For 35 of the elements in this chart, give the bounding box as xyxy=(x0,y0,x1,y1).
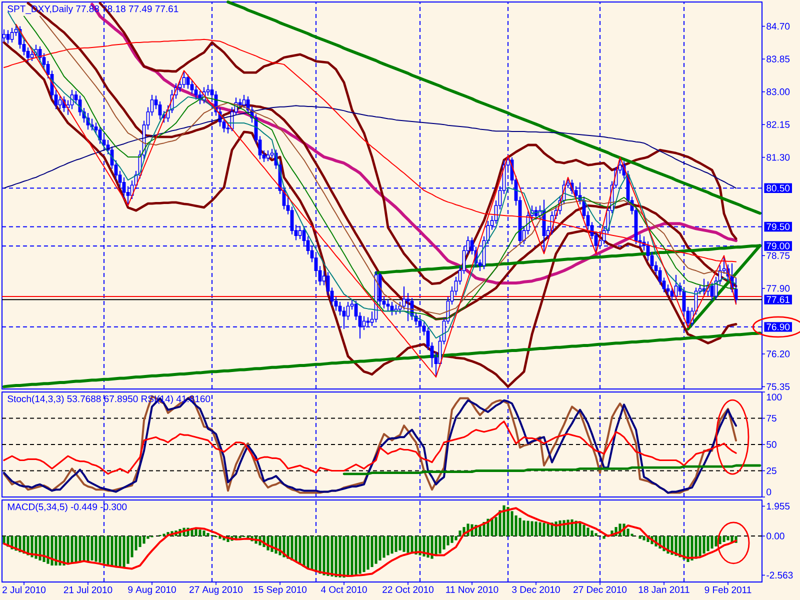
y-tick-label: 0.00 xyxy=(766,532,784,540)
x-tick-label: 2 Jul 2010 xyxy=(2,586,46,594)
ref-line-label: 79.00 xyxy=(766,242,790,250)
y-tick-label: 83.00 xyxy=(766,88,790,96)
x-tick-label: 21 Jul 2010 xyxy=(64,586,112,594)
y-tick-label: 82.15 xyxy=(766,121,790,128)
y-tick-label: 75.35 xyxy=(766,383,790,390)
y-tick-label: 100 xyxy=(766,394,782,400)
y-tick-label: 81.30 xyxy=(766,154,790,161)
y-tick-label: 1.955 xyxy=(766,502,790,510)
x-tick-label: 27 Aug 2010 xyxy=(190,586,243,595)
chart-title: MACD(5,34,5) -0.449 -0.300 xyxy=(8,503,127,512)
ref-line-label: 80.50 xyxy=(766,184,790,192)
x-tick-label: 15 Sep 2010 xyxy=(254,586,307,595)
y-tick-label: 78.75 xyxy=(766,252,790,259)
ref-line-label: 77.61 xyxy=(766,296,790,303)
x-tick-label: 9 Feb 2011 xyxy=(704,586,752,594)
x-tick-label: 9 Aug 2010 xyxy=(128,586,176,595)
x-tick-label: 27 Dec 2010 xyxy=(574,586,627,593)
y-tick-label: 0 xyxy=(766,488,772,496)
x-tick-label: 4 Oct 2010 xyxy=(320,586,367,593)
y-tick-label: 75 xyxy=(766,414,776,422)
y-tick-label: 83.85 xyxy=(766,56,790,62)
x-tick-label: 3 Dec 2010 xyxy=(512,586,560,593)
y-tick-label: 77.90 xyxy=(766,285,790,292)
y-tick-label: -2.563 xyxy=(766,572,793,579)
x-tick-label: 22 Oct 2010 xyxy=(382,586,434,593)
ref-line-label: 79.50 xyxy=(766,223,790,230)
x-tick-label: 18 Jan 2011 xyxy=(638,586,690,593)
y-tick-label: 25 xyxy=(766,467,776,474)
x-tick-label: 11 Nov 2010 xyxy=(446,586,498,593)
ref-line-label: 76.90 xyxy=(766,324,790,330)
y-tick-label: 76.20 xyxy=(766,350,790,358)
y-tick-label: 84.70 xyxy=(766,22,790,30)
y-tick-label: 50 xyxy=(766,441,776,448)
